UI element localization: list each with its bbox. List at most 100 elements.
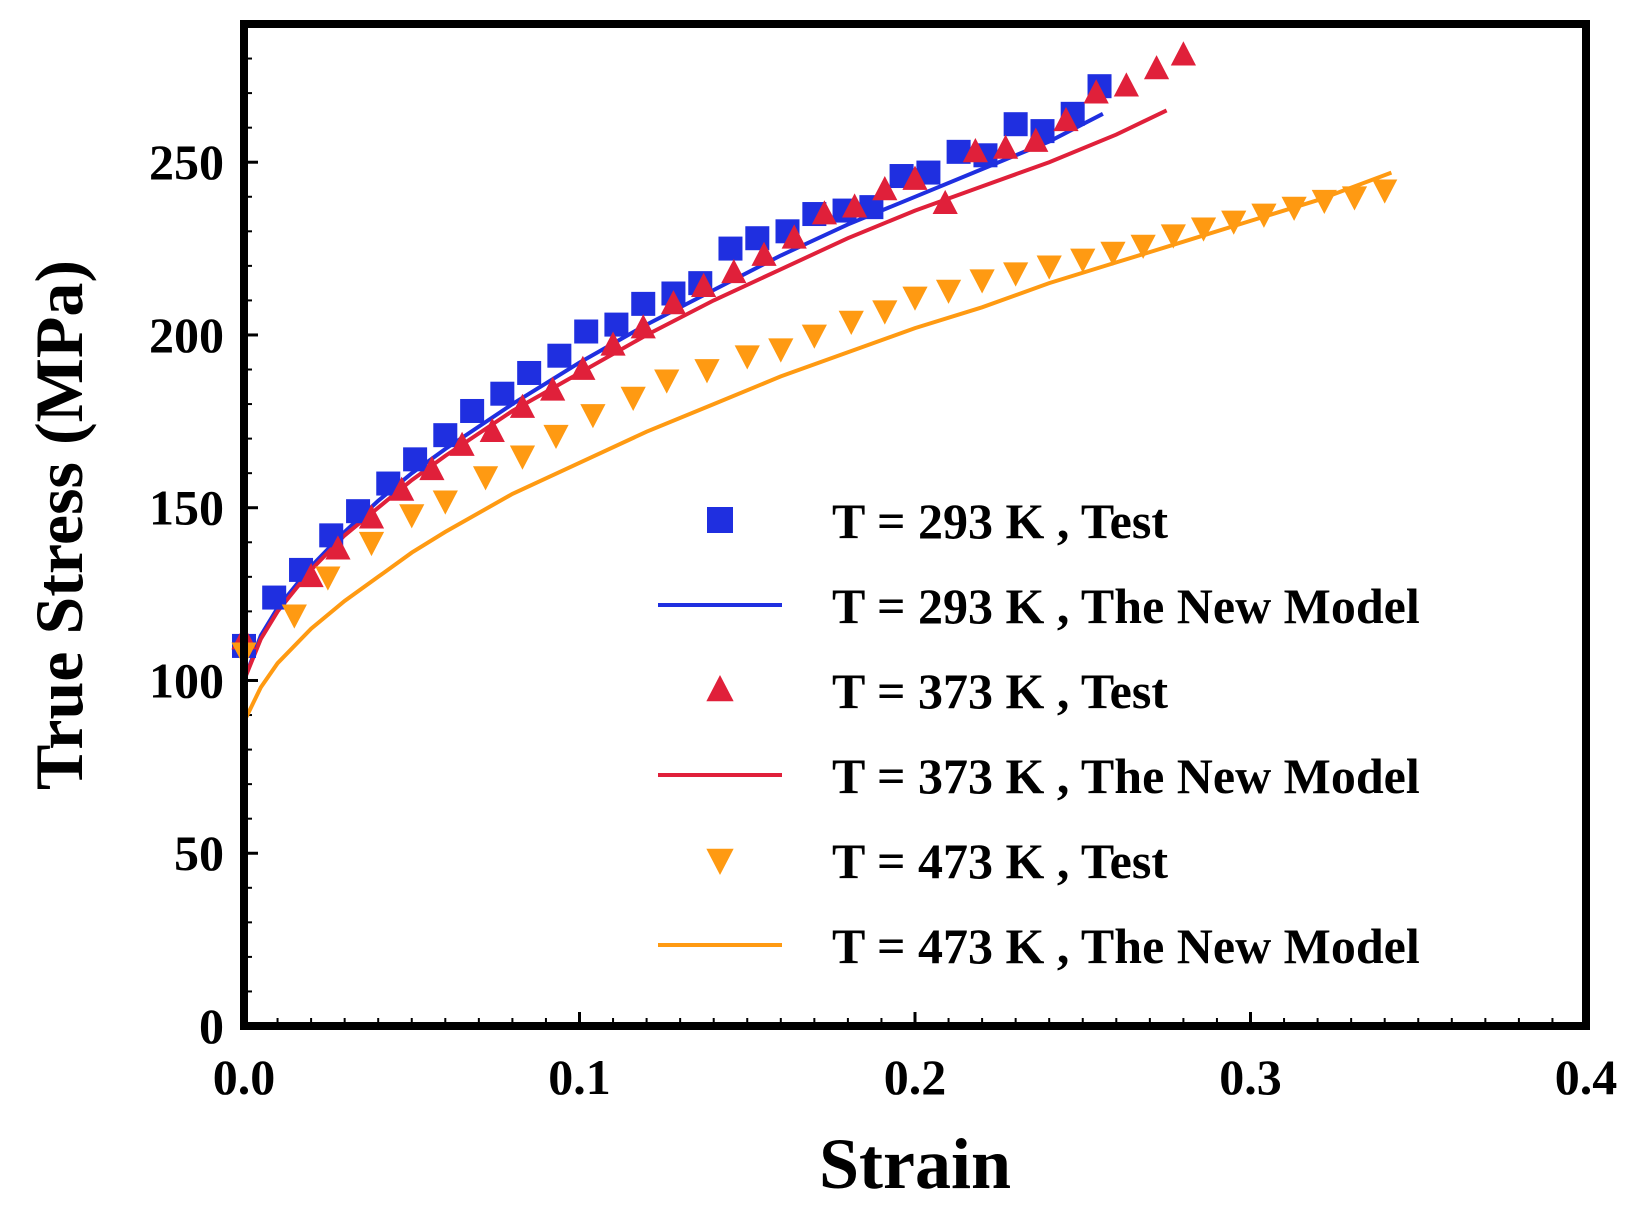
series-2-point [962,138,988,163]
y-tick-label: 100 [149,652,224,708]
series-0-point [460,398,485,423]
legend-label: T = 373 K , Test [832,663,1168,719]
series-4-point [1036,255,1062,280]
legend-label: T = 373 K , The New Model [832,748,1420,804]
series-2-point [600,331,626,356]
series-2-point [540,376,566,401]
series-4-point [432,490,458,515]
series-0-point [1003,112,1028,137]
series-2-point [660,290,687,315]
axis-tick-labels: 0 50 100 150 200 250 0.0 0.1 0.2 0.3 0.4 [149,134,1617,1105]
series-2-point [449,431,475,456]
series-4-point [358,531,385,557]
series-2-point [1083,79,1109,104]
series-4-point [1372,179,1398,204]
series-0-point [490,381,515,406]
series-4-point [543,424,569,449]
series-0-point [718,236,743,261]
y-tick-label: 200 [149,307,224,363]
series-4-point [969,269,995,294]
series-4-point [801,324,827,349]
series-4-point [654,369,680,394]
series-2-point [570,355,596,380]
series-2-point [630,314,656,339]
series-2-point [902,165,928,190]
series-4-point [935,279,962,304]
series-4-point [872,300,898,325]
series-2-point [932,189,958,215]
series-2-point [358,504,385,529]
legend-label: T = 473 K , Test [832,833,1168,889]
series-4-point [902,286,928,311]
series-2-point [811,200,838,225]
series-2-point [872,176,898,201]
series-4-point [1251,203,1277,228]
plot-frame [240,20,1590,1030]
series-4-point [1070,248,1096,273]
x-tick-label: 0.1 [548,1049,611,1105]
series-2-point [842,193,868,218]
x-tick-label: 0.0 [213,1049,276,1105]
series-4-point [509,445,536,470]
legend-label: T = 473 K , The New Model [832,918,1420,974]
series-4-point [1341,186,1368,211]
series-4-point [399,504,425,529]
series-0-point [403,447,428,472]
legend-marker [706,675,734,702]
series-2-point [389,476,415,501]
series-0-point [262,585,287,610]
series-0-point [631,291,656,316]
data-series [231,41,1398,723]
series-2-point [509,393,536,418]
series-5-model-line [242,170,1393,723]
x-tick-label: 0.2 [884,1049,947,1105]
x-axis-title: Strain [819,1124,1011,1204]
series-4-point [768,338,794,363]
y-tick-label: 0 [199,998,224,1054]
series-4-point [1281,196,1307,221]
series-2-point [325,535,351,560]
y-axis-title: True Stress (MPa) [21,260,97,790]
y-tick-label: 50 [174,825,224,881]
series-4-point [1160,224,1186,249]
legend-marker [706,848,734,875]
legend-label: T = 293 K , Test [832,493,1168,549]
legend: T = 293 K , Test T = 293 K , The New Mode… [658,493,1420,974]
series-4-point [281,604,307,629]
series-2-point [1113,72,1139,97]
series-4-point [1190,217,1217,242]
series-0-point [574,319,599,344]
series-4-point [694,359,720,384]
series-4-point [1100,241,1126,266]
series-4-point [734,345,760,370]
series-4-point [1221,210,1247,235]
series-4-point [580,404,606,429]
series-2-point [479,417,505,443]
series-4-point [620,386,646,411]
legend-marker [707,507,733,533]
series-4-point [1003,262,1029,287]
x-tick-label: 0.4 [1555,1049,1618,1105]
series-2-point [1053,106,1079,132]
series-2-point [419,455,445,481]
series-2-point [721,258,747,284]
legend-label: T = 293 K , The New Model [832,578,1420,634]
y-tick-label: 150 [149,480,224,536]
series-0-point [604,312,629,337]
series-2-point [1023,127,1049,152]
series-0-point [547,343,572,368]
series-2-point [751,241,777,266]
series-2-point [691,272,717,297]
series-0-point [517,360,542,385]
series-2-point [298,563,324,588]
series-4-point [472,466,499,491]
series-2-point [781,224,807,249]
series-2-point [1143,55,1170,80]
series-2-point [992,134,1019,159]
x-tick-label: 0.3 [1219,1049,1282,1105]
series-4-point [315,566,341,591]
series-4-point [1130,234,1156,259]
series-4-point [838,310,864,335]
